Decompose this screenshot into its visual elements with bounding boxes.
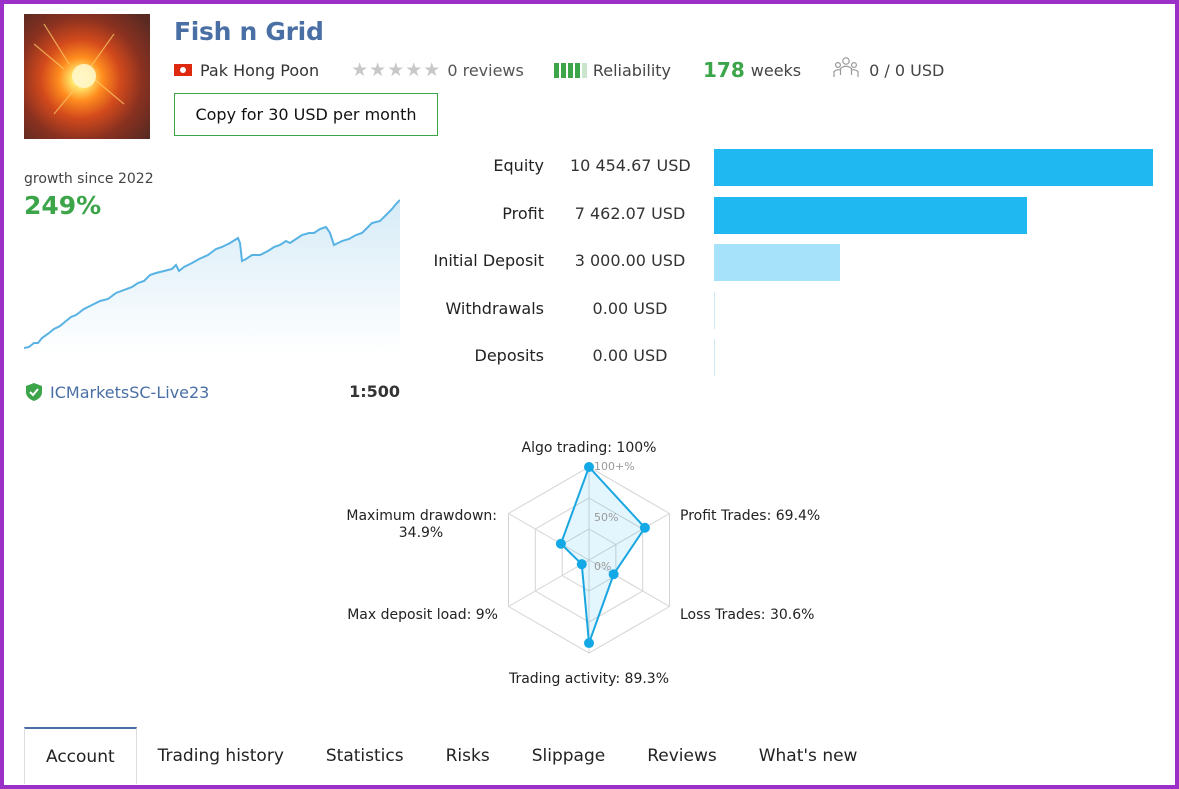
withdrawals-label: Withdrawals [445, 299, 544, 318]
growth-value: 249% [24, 191, 102, 220]
tab-slippage[interactable]: Slippage [531, 745, 606, 766]
broker-server[interactable]: ICMarketsSC-Live23 [24, 382, 209, 402]
subscribers-funds: 0 / 0 USD [869, 60, 945, 80]
star-icon: ★ [387, 59, 406, 81]
avatar[interactable] [24, 14, 150, 139]
withdrawals-value: 0.00 USD [592, 299, 668, 318]
radar-point[interactable] [576, 559, 587, 570]
leverage: 1:500 [349, 382, 400, 401]
tab-reviews[interactable]: Reviews [647, 745, 717, 766]
initial-deposit-value: 3 000.00 USD [574, 251, 686, 270]
growth-chart[interactable] [24, 195, 400, 355]
copy-signal-button[interactable]: Copy for 30 USD per month [174, 93, 438, 136]
subscribers-icon [833, 56, 859, 84]
growth-area [24, 200, 400, 355]
growth-line [24, 199, 400, 349]
ring-label-0: 0% [594, 560, 611, 573]
deposits-value: 0.00 USD [592, 346, 668, 365]
weeks-count: 178 [703, 58, 745, 82]
reviews-count[interactable]: 0 reviews [447, 60, 524, 80]
radar-spoke [508, 513, 590, 561]
tab-whats-new[interactable]: What's new [758, 745, 858, 766]
star-icon: ★ [423, 59, 442, 81]
verified-shield-icon [26, 383, 42, 401]
radar-point[interactable] [555, 538, 566, 549]
hong-kong-flag-icon [174, 64, 192, 76]
profit-value: 7 462.07 USD [574, 204, 686, 223]
radar-spoke [588, 513, 670, 561]
page-title[interactable]: Fish n Grid [174, 17, 324, 46]
radar-area [559, 465, 647, 644]
equity-bar [714, 149, 1153, 186]
axis-label-profit-trades: Profit Trades: 69.4% [680, 508, 820, 524]
radar-point[interactable] [584, 638, 594, 649]
profit-bar [714, 197, 1027, 234]
star-icon: ★ [369, 59, 388, 81]
radar-point[interactable] [608, 569, 619, 580]
growth-label: growth since 2022 [24, 171, 154, 187]
radar-point[interactable] [584, 462, 594, 472]
tab-bar: Account Trading history Statistics Risks… [24, 727, 878, 784]
reliability-bars-icon [553, 62, 587, 78]
initial-deposit-label: Initial Deposit [433, 251, 544, 270]
star-icon: ★ [405, 59, 424, 81]
weeks-label: weeks [750, 60, 802, 80]
deposits-label: Deposits [474, 346, 545, 365]
risk-radar-chart[interactable]: 100+% 50% 0% Algo trading: 100% Profit T… [330, 430, 850, 695]
deposits-bar [714, 339, 715, 376]
axis-label-max-deposit-load: Max deposit load: 9% [347, 607, 498, 623]
author-name[interactable]: Pak Hong Poon [200, 60, 320, 80]
tab-trading-history[interactable]: Trading history [157, 745, 284, 766]
rating-stars: ★ ★ ★ ★ ★ [351, 59, 441, 81]
axis-label-max-drawdown: Maximum drawdown: [346, 508, 497, 524]
radar-spoke [588, 559, 670, 607]
ring-label-100: 100+% [594, 460, 635, 473]
initial-deposit-bar [714, 244, 840, 281]
tab-account[interactable]: Account [24, 727, 137, 784]
equity-label: Equity [493, 156, 544, 175]
axis-label-trading-activity: Trading activity: 89.3% [508, 671, 669, 687]
axis-label-max-drawdown-value: 34.9% [399, 525, 443, 541]
profit-label: Profit [502, 204, 544, 223]
broker-name[interactable]: ICMarketsSC-Live23 [50, 382, 210, 402]
tab-statistics[interactable]: Statistics [325, 745, 404, 766]
withdrawals-bar [714, 292, 715, 329]
radar-spoke [508, 559, 590, 607]
equity-value: 10 454.67 USD [570, 156, 691, 175]
tab-risks[interactable]: Risks [445, 745, 490, 766]
axis-label-algo-trading: Algo trading: 100% [522, 440, 657, 456]
ring-label-50: 50% [594, 511, 618, 524]
reliability-label: Reliability [592, 60, 672, 80]
axis-label-loss-trades: Loss Trades: 30.6% [680, 607, 814, 623]
signal-info-row: Pak Hong Poon ★ ★ ★ ★ ★ 0 reviews Reliab… [174, 56, 945, 84]
radar-point[interactable] [639, 522, 650, 533]
star-icon: ★ [351, 59, 370, 81]
